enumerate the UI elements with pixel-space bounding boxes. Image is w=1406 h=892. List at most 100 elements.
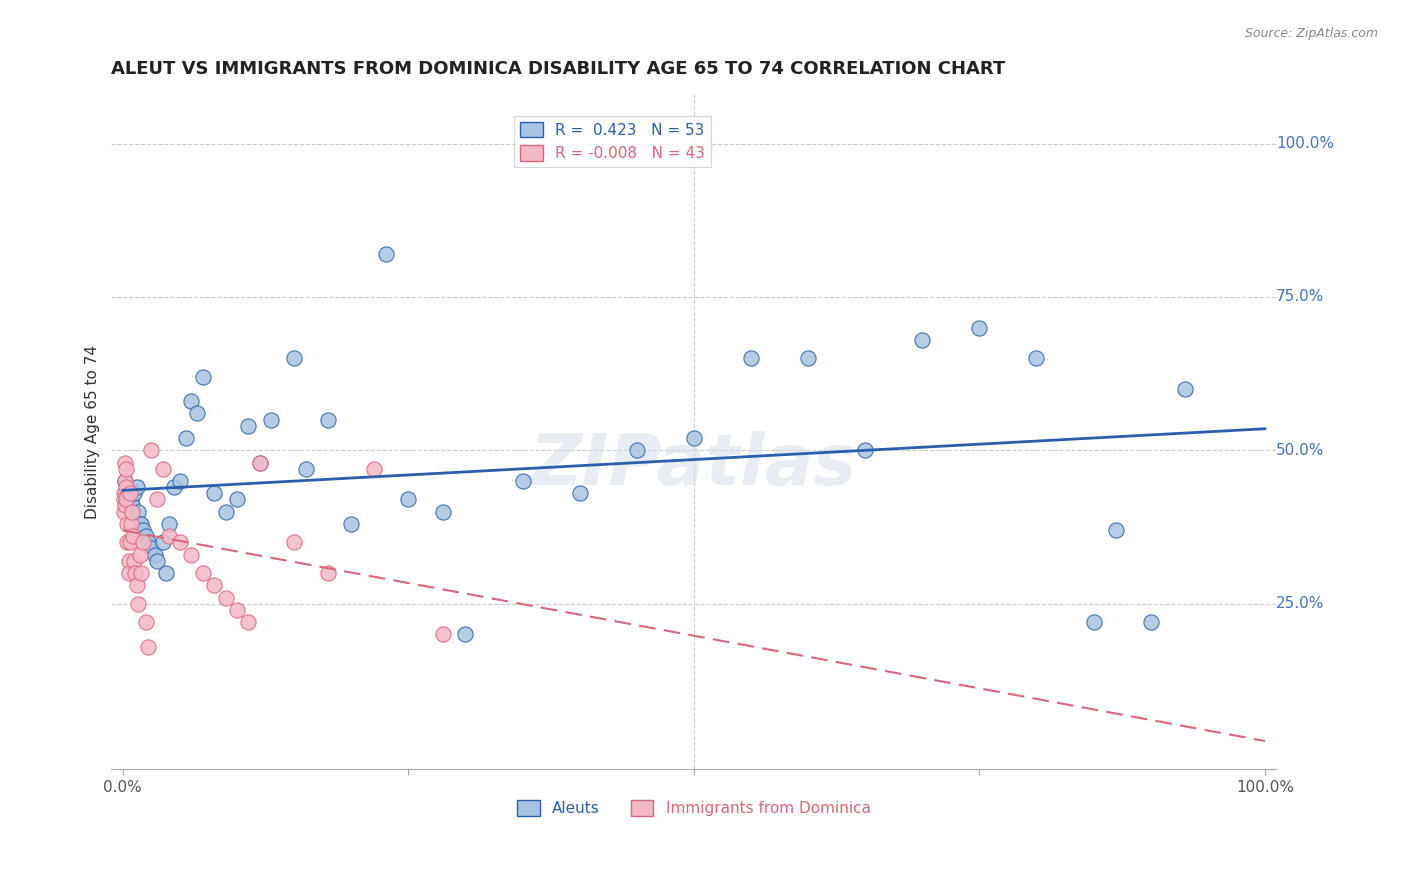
Point [363,461,385,475]
Point [180,394,202,409]
Text: ZIPatlas: ZIPatlas [530,431,858,500]
Text: 25.0%: 25.0% [1277,596,1324,611]
Point [115,480,138,494]
Point [135,529,157,543]
Point [114,474,136,488]
Point [115,461,138,475]
Point [141,443,163,458]
Point [120,516,142,531]
Point [114,499,136,513]
Point [318,566,340,580]
Point [191,566,214,580]
Text: ALEUT VS IMMIGRANTS FROM DOMINICA DISABILITY AGE 65 TO 74 CORRELATION CHART: ALEUT VS IMMIGRANTS FROM DOMINICA DISABI… [111,60,1005,78]
Point [374,247,396,261]
Point [683,431,706,445]
Point [226,492,249,507]
Point [115,486,138,500]
Point [969,320,991,334]
Point [1083,615,1105,629]
Point [238,615,260,629]
Point [125,578,148,592]
Text: Source: ZipAtlas.com: Source: ZipAtlas.com [1244,27,1378,40]
Point [122,486,145,500]
Point [180,548,202,562]
Text: 75.0%: 75.0% [1277,289,1324,304]
Point [117,554,139,568]
Point [118,535,141,549]
Point [117,566,139,580]
Point [174,431,197,445]
Point [146,554,169,568]
Point [122,554,145,568]
Point [797,351,820,366]
Point [853,443,876,458]
Point [740,351,762,366]
Point [1174,382,1197,396]
Point [249,456,271,470]
Point [115,492,138,507]
Point [143,548,166,562]
Point [169,474,191,488]
Point [432,505,454,519]
Point [396,492,419,507]
Point [129,566,152,580]
Point [238,418,260,433]
Point [283,535,305,549]
Point [283,351,305,366]
Point [1139,615,1161,629]
Point [340,516,363,531]
Point [249,456,271,470]
Point [129,548,152,562]
Point [136,640,159,654]
Point [117,516,139,531]
Point [135,615,157,629]
Point [202,578,225,592]
Point [112,486,135,500]
Point [129,516,152,531]
Point [432,627,454,641]
Point [112,505,135,519]
Point [1025,351,1047,366]
Point [132,535,155,549]
Point [114,474,136,488]
Point [118,486,141,500]
Point [122,529,145,543]
Point [117,535,139,549]
Point [214,505,236,519]
Point [318,412,340,426]
Point [117,492,139,507]
Point [129,516,152,531]
Y-axis label: Disability Age 65 to 74: Disability Age 65 to 74 [86,345,100,519]
Point [157,529,180,543]
Point [157,516,180,531]
Point [186,407,208,421]
Point [152,461,174,475]
Text: 100.0%: 100.0% [1277,136,1334,151]
Point [226,603,249,617]
Point [114,456,136,470]
Text: 50.0%: 50.0% [1277,442,1324,458]
Point [141,541,163,556]
Point [146,492,169,507]
Point [512,474,534,488]
Point [121,499,143,513]
Point [163,480,186,494]
Point [294,461,316,475]
Point [1105,523,1128,537]
Point [152,535,174,549]
Point [125,480,148,494]
Point [120,492,142,507]
Point [260,412,283,426]
Point [202,486,225,500]
Point [132,523,155,537]
Point [568,486,591,500]
Point [124,566,146,580]
Point [191,369,214,384]
Legend: Aleuts, Immigrants from Dominica: Aleuts, Immigrants from Dominica [510,794,877,822]
Point [454,627,477,641]
Point [121,505,143,519]
Point [155,566,177,580]
Point [626,443,648,458]
Point [169,535,191,549]
Point [127,597,149,611]
